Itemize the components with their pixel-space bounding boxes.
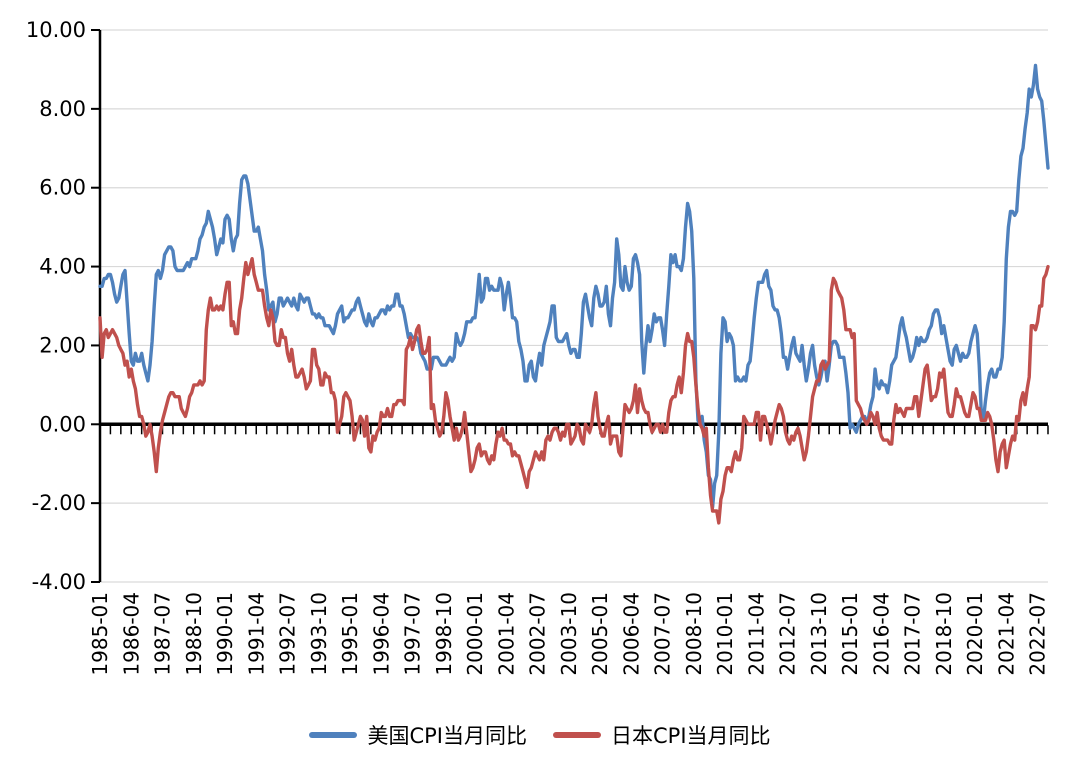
chart-legend: 美国CPI当月同比 日本CPI当月同比: [0, 720, 1080, 750]
svg-text:1998-10: 1998-10: [432, 592, 456, 676]
svg-text:1995-01: 1995-01: [338, 592, 362, 676]
svg-text:2.00: 2.00: [39, 333, 86, 357]
svg-text:8.00: 8.00: [39, 97, 86, 121]
svg-text:2011-04: 2011-04: [744, 592, 768, 676]
svg-text:2021-04: 2021-04: [994, 592, 1018, 676]
svg-text:1986-04: 1986-04: [119, 592, 143, 676]
svg-text:2013-10: 2013-10: [807, 592, 831, 676]
svg-text:2010-01: 2010-01: [713, 592, 737, 676]
svg-text:2017-07: 2017-07: [901, 592, 925, 676]
svg-text:1996-04: 1996-04: [369, 592, 393, 676]
svg-text:2007-07: 2007-07: [651, 592, 675, 676]
svg-text:2003-10: 2003-10: [557, 592, 581, 676]
svg-text:1993-10: 1993-10: [307, 592, 331, 676]
legend-label-us: 美国CPI当月同比: [367, 724, 527, 748]
svg-text:6.00: 6.00: [39, 176, 86, 200]
svg-text:2022-07: 2022-07: [1026, 592, 1050, 676]
svg-text:2002-07: 2002-07: [526, 592, 550, 676]
svg-text:2001-04: 2001-04: [494, 592, 518, 676]
svg-text:2018-10: 2018-10: [932, 592, 956, 676]
svg-text:2000-01: 2000-01: [463, 592, 487, 676]
svg-text:1990-01: 1990-01: [213, 592, 237, 676]
svg-text:1991-04: 1991-04: [244, 592, 268, 676]
svg-text:2016-04: 2016-04: [869, 592, 893, 676]
svg-text:1988-10: 1988-10: [182, 592, 206, 676]
japan-line-swatch: [553, 732, 601, 738]
legend-item-japan: 日本CPI当月同比: [553, 720, 771, 750]
us-line-swatch: [309, 732, 358, 738]
svg-text:-2.00: -2.00: [32, 491, 86, 515]
svg-text:1987-07: 1987-07: [151, 592, 175, 676]
svg-text:2006-04: 2006-04: [619, 592, 643, 676]
svg-text:2008-10: 2008-10: [682, 592, 706, 676]
svg-text:0.00: 0.00: [39, 412, 86, 436]
svg-text:4.00: 4.00: [39, 255, 86, 279]
svg-text:10.00: 10.00: [26, 18, 86, 42]
legend-label-japan: 日本CPI当月同比: [611, 724, 771, 748]
svg-text:1985-01: 1985-01: [88, 592, 112, 676]
svg-text:1997-07: 1997-07: [401, 592, 425, 676]
svg-text:2005-01: 2005-01: [588, 592, 612, 676]
svg-text:2012-07: 2012-07: [776, 592, 800, 676]
svg-text:2015-01: 2015-01: [838, 592, 862, 676]
svg-text:1992-07: 1992-07: [276, 592, 300, 676]
svg-text:-4.00: -4.00: [32, 570, 86, 594]
legend-item-us: 美国CPI当月同比: [309, 720, 527, 750]
svg-text:2020-01: 2020-01: [963, 592, 987, 676]
